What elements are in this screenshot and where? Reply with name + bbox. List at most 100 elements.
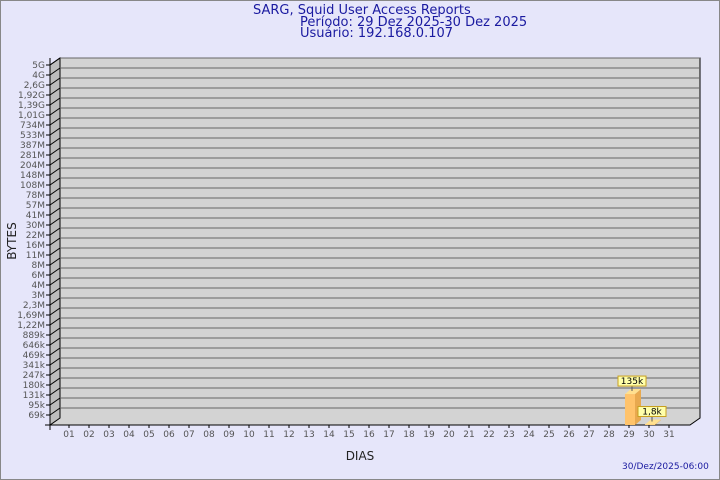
x-tick-label: 21 [463, 430, 474, 440]
grid-side-line [49, 277, 61, 286]
y-tick-label: 281M [20, 151, 45, 161]
y-tick-label: 469k [23, 351, 46, 361]
grid-side-line [49, 337, 61, 346]
x-tick-label: 22 [483, 430, 494, 440]
y-tick-label: 16M [26, 241, 45, 251]
x-tick-label: 04 [123, 430, 135, 440]
y-tick-label: 131k [23, 391, 46, 401]
y-tick-label: 734M [20, 121, 45, 131]
bars: 135k 1,8k [617, 375, 667, 425]
y-tick-label: 889k [23, 331, 46, 341]
bar-label-box [617, 375, 647, 387]
y-tick-label: 11M [26, 251, 45, 261]
y-tick-label: 180k [23, 381, 46, 391]
grid-side-line [49, 267, 61, 276]
plot-area [49, 57, 701, 426]
y-tick-label: 22M [26, 231, 45, 241]
grid-side-line [49, 257, 61, 266]
bar-value-label: 1,8k [642, 408, 662, 418]
x-tick-label: 17 [383, 430, 394, 440]
x-tick-label: 06 [163, 430, 175, 440]
y-tick-label: 5G [32, 61, 45, 71]
grid-side-line [49, 147, 61, 156]
y-tick-label: 108M [20, 181, 45, 191]
y-tick-label: 57M [26, 201, 45, 211]
grid-side-line [49, 67, 61, 76]
grid-side-line [49, 287, 61, 296]
grid-side-line [49, 377, 61, 386]
y-tick-label: 646k [23, 341, 46, 351]
chart-title: SARG, Squid User Access Reports [253, 3, 471, 18]
x-tick-label: 09 [223, 430, 235, 440]
x-tick-label: 14 [323, 430, 335, 440]
x-tick-label: 08 [203, 430, 215, 440]
bar-top [625, 389, 641, 395]
grid-side-line [49, 397, 61, 406]
x-tick-label: 24 [523, 430, 535, 440]
timestamp: 30/Dez/2025-06:00 [622, 462, 709, 472]
x-tick-label: 20 [443, 430, 455, 440]
y-tick-label: 4M [32, 281, 46, 291]
grid-side-line [49, 307, 61, 316]
grid-side-line [49, 407, 61, 416]
x-axis: 01 02 03 04 05 06 07 08 09 10 11 12 13 14 15 16 17 18 19 20… [45, 424, 690, 440]
chart-period: Período: 29 Dez 2025-30 Dez 2025 [300, 15, 528, 30]
x-tick-label: 30 [643, 430, 655, 440]
y-tick-label: 4G [32, 71, 45, 81]
x-tick-label: 29 [623, 430, 635, 440]
grid-side-line [49, 387, 61, 396]
grid-side-line [49, 117, 61, 126]
grid-side-line [49, 107, 61, 116]
grid-side-line [49, 247, 61, 256]
y-tick-label: 247k [23, 371, 46, 381]
grid-side-line [49, 217, 61, 226]
x-tick-label: 16 [363, 430, 375, 440]
grid-side-line [49, 177, 61, 186]
x-tick-label: 02 [83, 430, 94, 440]
y-tick-label: 3M [32, 291, 46, 301]
chart-user: Usuário: 192.168.0.107 [300, 26, 454, 41]
grid-side-line [49, 327, 61, 336]
grid-side-line [49, 137, 61, 146]
bar-value-label: 135k [621, 377, 644, 387]
y-tick-label: 69k [28, 411, 45, 421]
bar [625, 394, 635, 425]
y-tick-label: 148M [20, 171, 45, 181]
bar-top [645, 419, 661, 425]
x-tick-label: 15 [343, 430, 354, 440]
y-axis-label: BYTES [5, 222, 19, 259]
x-tick-label: 01 [63, 430, 74, 440]
x-tick-label: 28 [603, 430, 615, 440]
grid-side-line [49, 297, 61, 306]
y-tick-label: 95k [28, 401, 45, 411]
grid-side-line [49, 77, 61, 86]
y-tick-label: 341k [23, 361, 46, 371]
x-axis-label: DIAS [346, 449, 375, 463]
bar-side [655, 419, 661, 425]
y-tick-label: 41M [26, 211, 45, 221]
y-tick-label: 6M [32, 271, 46, 281]
grid-side-line [49, 187, 61, 196]
y-tick-label: 2,6G [24, 81, 45, 91]
x-tick-label: 03 [103, 430, 114, 440]
x-tick-label: 07 [183, 430, 194, 440]
x-tick-label: 27 [583, 430, 594, 440]
y-tick-label: 78M [26, 191, 45, 201]
y-tick-label: 1,69M [17, 311, 45, 321]
grid-side-line [49, 237, 61, 246]
grid-side-line [49, 317, 61, 326]
y-tick-label: 387M [20, 141, 45, 151]
y-tick-label: 1,22M [17, 321, 45, 331]
x-tick-label: 18 [403, 430, 415, 440]
y-tick-label: 1,39G [18, 101, 45, 111]
grid-side-line [49, 127, 61, 136]
x-tick-label: 23 [503, 430, 514, 440]
y-tick-label: 204M [20, 161, 45, 171]
x-tick-label: 13 [303, 430, 314, 440]
x-tick-label: 11 [263, 430, 274, 440]
grid-side-line [49, 57, 61, 66]
grid-side-line [49, 347, 61, 356]
grid-side-line [49, 87, 61, 96]
grid-side-line [49, 367, 61, 376]
